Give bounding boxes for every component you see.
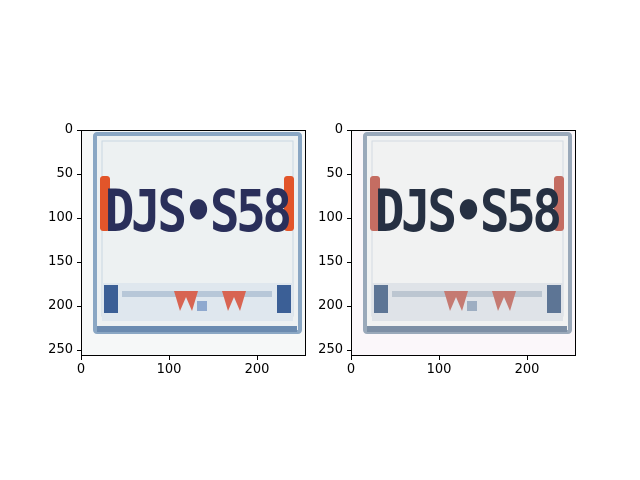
left-ytick-250: 250: [48, 342, 73, 357]
left-plate-image: DJS•S58: [82, 131, 305, 355]
left-plate-text: DJS•S58: [105, 177, 290, 245]
right-ytick-50: 50: [326, 166, 343, 181]
right-ytick-100: 100: [318, 210, 343, 225]
right-xtick-0: 0: [346, 362, 356, 377]
right-axes-frame: DJS•S58: [351, 130, 576, 356]
left-ytick-200: 200: [48, 298, 73, 313]
left-ytick-100: 100: [48, 210, 73, 225]
right-xtick-200: 200: [514, 362, 540, 377]
left-ytick-0: 0: [64, 122, 73, 137]
left-xtick-0: 0: [76, 362, 86, 377]
right-ytick-250: 250: [318, 342, 343, 357]
right-plate-image: DJS•S58: [352, 131, 575, 355]
right-ytick-200: 200: [318, 298, 343, 313]
left-xtick-200: 200: [244, 362, 270, 377]
left-axes-frame: DJS•S58: [81, 130, 306, 356]
right-ytick-0: 0: [334, 122, 343, 137]
left-ytick-50: 50: [56, 166, 73, 181]
left-image-panel: DJS•S58 0 50 100 150 200 250 0 100 200: [48, 122, 306, 377]
right-xtick-100: 100: [426, 362, 452, 377]
left-xtick-100: 100: [156, 362, 182, 377]
right-ytick-150: 150: [318, 254, 343, 269]
right-plate-text: DJS•S58: [375, 177, 560, 245]
left-ytick-150: 150: [48, 254, 73, 269]
